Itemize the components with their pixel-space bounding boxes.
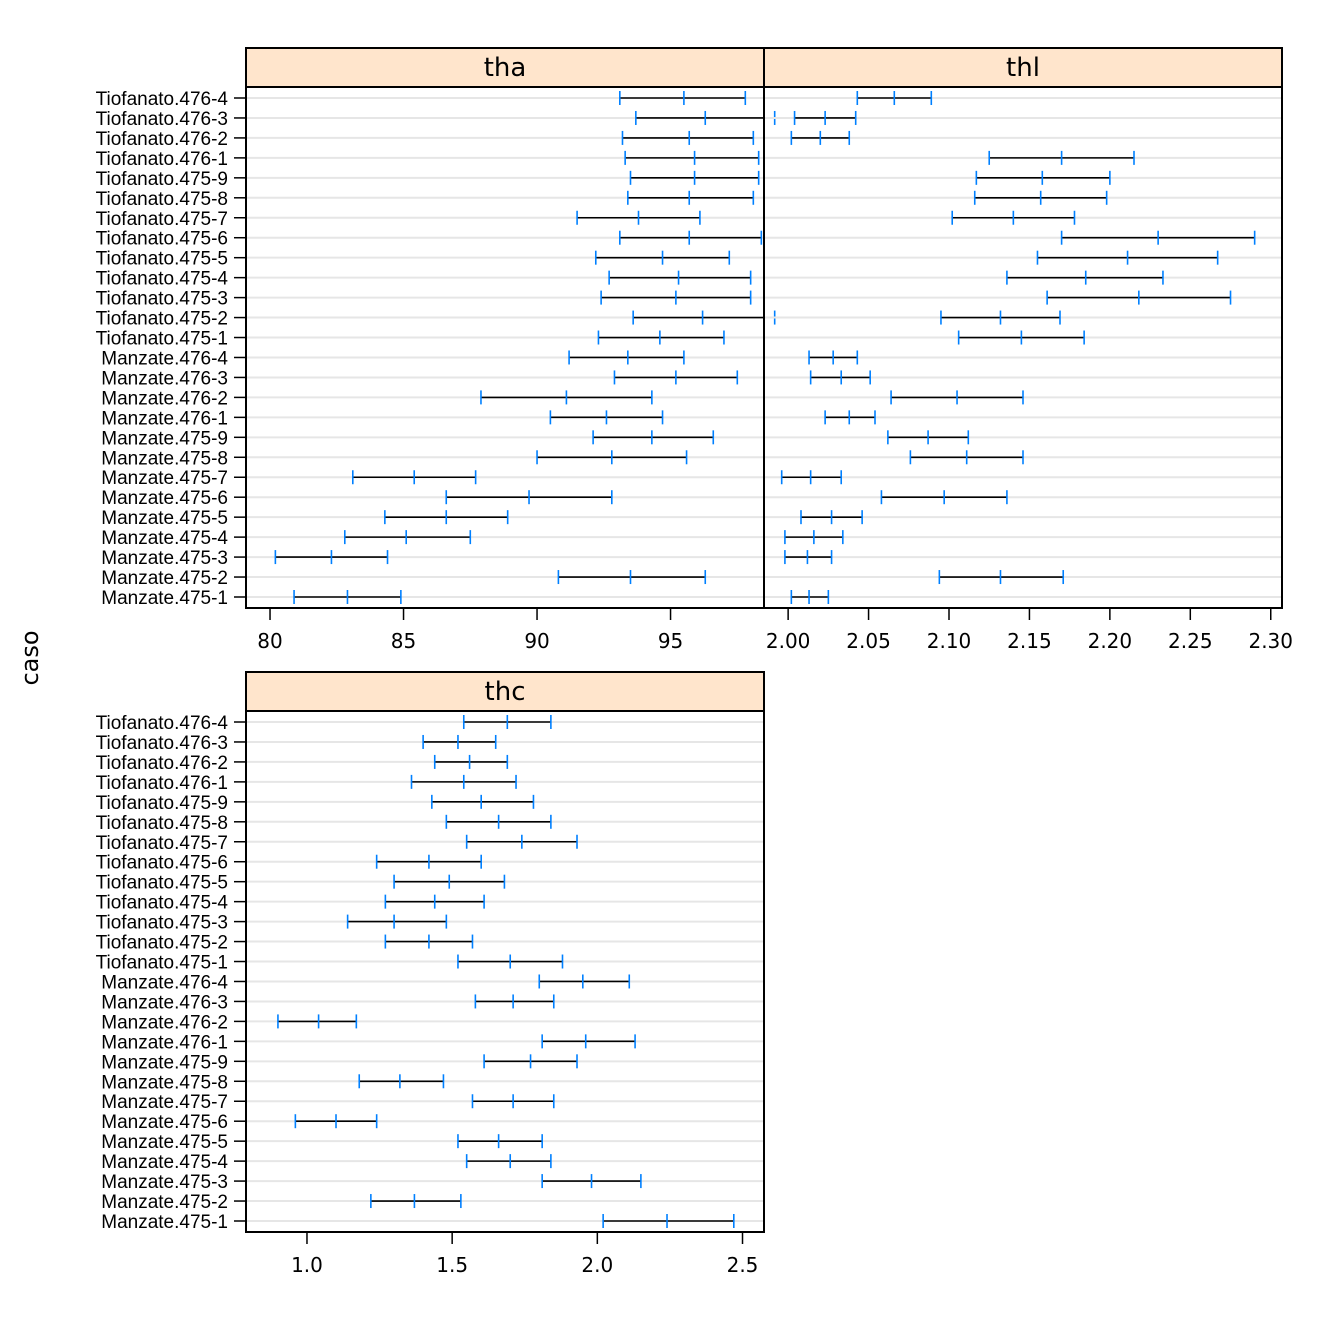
panel-thc: thcManzate.475-1Manzate.475-2Manzate.475…	[96, 671, 765, 1277]
panel-border	[245, 86, 765, 609]
y-axis-title: caso	[16, 630, 44, 685]
row-label: Tiofanato.476-2	[96, 129, 228, 150]
row-label: Tiofanato.475-3	[96, 289, 228, 310]
row-label: Manzate.475-2	[101, 1192, 228, 1213]
row-label: Tiofanato.475-5	[96, 873, 228, 894]
row-label: Tiofanato.475-8	[96, 813, 228, 834]
row-label: Tiofanato.475-1	[96, 953, 228, 974]
row-label: Tiofanato.475-4	[96, 893, 229, 914]
row-label: Tiofanato.476-4	[96, 713, 229, 734]
x-tick-label: 80	[257, 629, 282, 653]
x-tick-label: 2.00	[766, 629, 811, 653]
row-label: Manzate.475-9	[101, 1052, 228, 1073]
row-label: Tiofanato.475-2	[96, 933, 228, 954]
row-label: Manzate.476-1	[101, 408, 228, 429]
strip-label-thl: thl	[1006, 53, 1040, 83]
x-tick-label: 2.20	[1088, 629, 1133, 653]
row-label: Manzate.475-3	[101, 548, 228, 569]
row-label: Manzate.475-8	[101, 448, 228, 469]
x-tick-label: 1.5	[436, 1253, 468, 1277]
panel-thl: thl 2.00 2.05 2.10 2.15 2.20 2.25 2.30	[763, 47, 1293, 653]
row-label: Tiofanato.475-5	[96, 249, 228, 270]
row-label: Tiofanato.476-4	[96, 89, 229, 110]
row-label: Tiofanato.475-7	[96, 209, 228, 230]
x-tick-label: 2.15	[1007, 629, 1052, 653]
x-tick-label: 2.25	[1168, 629, 1213, 653]
row-label: Manzate.476-1	[101, 1032, 228, 1053]
row-label: Manzate.475-8	[101, 1072, 228, 1093]
row-label: Tiofanato.475-9	[96, 169, 228, 190]
row-label: Manzate.475-6	[101, 1112, 228, 1133]
row-label: Tiofanato.476-2	[96, 753, 228, 774]
row-label: Manzate.475-7	[101, 468, 228, 489]
row-label: Tiofanato.475-6	[96, 229, 228, 250]
row-label: Manzate.476-4	[101, 348, 228, 369]
row-label: Tiofanato.475-1	[96, 329, 228, 350]
strip-label-thc: thc	[485, 677, 526, 707]
row-label: Manzate.475-6	[101, 488, 228, 509]
x-tick-label: 2.10	[927, 629, 972, 653]
strip-thc	[245, 671, 765, 712]
row-label: Tiofanato.476-3	[96, 109, 228, 130]
panel-tha: thaManzate.475-1Manzate.475-2Manzate.475…	[96, 47, 776, 653]
row-label: Tiofanato.475-7	[96, 833, 228, 854]
x-tick-label: 2.05	[846, 629, 891, 653]
row-label: Tiofanato.476-1	[96, 149, 228, 170]
row-label: Tiofanato.476-3	[96, 733, 228, 754]
x-tick-label: 2.5	[727, 1253, 759, 1277]
x-tick-label: 95	[658, 629, 683, 653]
row-label: Tiofanato.475-4	[96, 269, 229, 290]
row-label: Manzate.475-1	[101, 1212, 228, 1233]
panel-border	[245, 710, 765, 1233]
strip-tha	[245, 47, 765, 88]
row-label: Tiofanato.475-9	[96, 793, 228, 814]
row-label: Tiofanato.475-6	[96, 853, 228, 874]
row-label: Manzate.475-3	[101, 1172, 228, 1193]
x-tick-label: 2.30	[1248, 629, 1293, 653]
row-label: Tiofanato.475-8	[96, 189, 228, 210]
panel-border	[763, 86, 1283, 609]
row-label: Manzate.475-2	[101, 568, 228, 589]
row-label: Manzate.476-2	[101, 1012, 228, 1033]
row-label: Manzate.475-4	[101, 1152, 228, 1173]
row-label: Manzate.475-4	[101, 528, 228, 549]
row-label: Manzate.476-3	[101, 368, 228, 389]
x-tick-label: 85	[391, 629, 416, 653]
row-label: Manzate.476-4	[101, 972, 228, 993]
row-label: Manzate.475-1	[101, 588, 228, 609]
row-label: Manzate.475-5	[101, 1132, 228, 1153]
row-label: Manzate.475-9	[101, 428, 228, 449]
row-label: Manzate.475-7	[101, 1092, 228, 1113]
x-tick-label: 1.0	[291, 1253, 323, 1277]
row-label: Tiofanato.475-2	[96, 309, 228, 330]
x-tick-label: 90	[524, 629, 549, 653]
x-tick-label: 2.0	[581, 1253, 613, 1277]
row-label: Manzate.475-5	[101, 508, 228, 529]
row-label: Manzate.476-3	[101, 992, 228, 1013]
row-label: Tiofanato.475-3	[96, 913, 228, 934]
row-label: Manzate.476-2	[101, 388, 228, 409]
row-label: Tiofanato.476-1	[96, 773, 228, 794]
strip-label-tha: tha	[484, 53, 527, 83]
